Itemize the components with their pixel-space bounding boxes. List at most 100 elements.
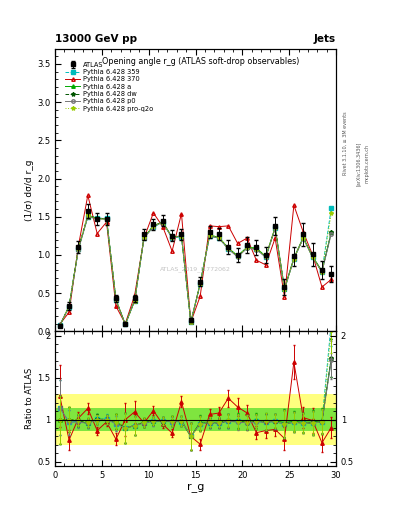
Pythia 6.428 p0: [95, 216, 99, 222]
Pythia 6.428 a: [329, 229, 334, 235]
Pythia 6.428 pro-q2o: [282, 286, 287, 292]
Pythia 6.428 370: [263, 262, 268, 268]
Pythia 6.428 dw: [207, 233, 212, 239]
Pythia 6.428 p0: [104, 216, 109, 222]
Pythia 6.428 a: [198, 280, 202, 286]
Pythia 6.428 a: [160, 219, 165, 225]
Pythia 6.428 a: [254, 245, 259, 251]
Pythia 6.428 pro-q2o: [254, 246, 259, 252]
Pythia 6.428 359: [95, 215, 99, 221]
Pythia 6.428 359: [57, 322, 62, 328]
Pythia 6.428 p0: [301, 235, 306, 241]
Pythia 6.428 pro-q2o: [189, 319, 193, 325]
Pythia 6.428 p0: [245, 245, 250, 251]
Pythia 6.428 pro-q2o: [320, 269, 324, 275]
Pythia 6.428 a: [273, 224, 277, 230]
Text: Opening angle r_g (ATLAS soft-drop observables): Opening angle r_g (ATLAS soft-drop obser…: [103, 57, 300, 66]
Pythia 6.428 359: [282, 286, 287, 292]
Y-axis label: Ratio to ATLAS: Ratio to ATLAS: [25, 368, 34, 429]
Pythia 6.428 a: [114, 296, 118, 302]
Pythia 6.428 pro-q2o: [170, 234, 174, 241]
Pythia 6.428 359: [310, 254, 315, 260]
Pythia 6.428 359: [263, 254, 268, 260]
Pythia 6.428 p0: [263, 254, 268, 260]
Pythia 6.428 359: [114, 297, 118, 303]
Legend: ATLAS, Pythia 6.428 359, Pythia 6.428 370, Pythia 6.428 a, Pythia 6.428 dw, Pyth: ATLAS, Pythia 6.428 359, Pythia 6.428 37…: [64, 60, 154, 113]
Pythia 6.428 359: [123, 322, 128, 328]
Pythia 6.428 370: [310, 252, 315, 258]
Pythia 6.428 dw: [170, 234, 174, 241]
Pythia 6.428 pro-q2o: [198, 281, 202, 287]
Pythia 6.428 a: [123, 322, 128, 328]
Pythia 6.428 370: [179, 210, 184, 217]
Pythia 6.428 pro-q2o: [151, 223, 156, 229]
Pythia 6.428 pro-q2o: [263, 253, 268, 260]
Pythia 6.428 pro-q2o: [123, 322, 128, 328]
Pythia 6.428 a: [95, 215, 99, 221]
Pythia 6.428 dw: [282, 286, 287, 292]
Pythia 6.428 a: [226, 245, 231, 251]
Pythia 6.428 370: [292, 202, 296, 208]
Pythia 6.428 370: [217, 224, 221, 230]
Pythia 6.428 370: [301, 229, 306, 235]
Pythia 6.428 p0: [189, 319, 193, 325]
Pythia 6.428 a: [151, 223, 156, 229]
Pythia 6.428 dw: [57, 323, 62, 329]
Pythia 6.428 p0: [226, 246, 231, 252]
Pythia 6.428 p0: [282, 286, 287, 292]
Pythia 6.428 359: [329, 204, 334, 210]
Pythia 6.428 pro-q2o: [141, 234, 146, 241]
Pythia 6.428 370: [85, 192, 90, 198]
Pythia 6.428 pro-q2o: [67, 303, 72, 309]
Pythia 6.428 370: [170, 248, 174, 254]
Pythia 6.428 p0: [141, 235, 146, 241]
Pythia 6.428 p0: [123, 322, 128, 328]
Pythia 6.428 p0: [114, 297, 118, 303]
Pythia 6.428 359: [85, 214, 90, 220]
Pythia 6.428 370: [151, 210, 156, 216]
Line: Pythia 6.428 359: Pythia 6.428 359: [58, 206, 333, 327]
Text: ATLAS_2019_I1772062: ATLAS_2019_I1772062: [160, 266, 231, 272]
Pythia 6.428 pro-q2o: [235, 253, 240, 260]
Pythia 6.428 a: [76, 246, 81, 252]
Text: 13000 GeV pp: 13000 GeV pp: [55, 33, 137, 44]
Pythia 6.428 pro-q2o: [76, 245, 81, 251]
Pythia 6.428 dw: [85, 212, 90, 218]
Pythia 6.428 p0: [57, 322, 62, 328]
Pythia 6.428 p0: [67, 304, 72, 310]
Pythia 6.428 359: [245, 244, 250, 250]
Line: Pythia 6.428 a: Pythia 6.428 a: [58, 215, 333, 328]
Pythia 6.428 370: [160, 224, 165, 230]
Pythia 6.428 pro-q2o: [301, 235, 306, 241]
Pythia 6.428 359: [160, 220, 165, 226]
Pythia 6.428 p0: [76, 246, 81, 252]
Pythia 6.428 p0: [320, 269, 324, 275]
Pythia 6.428 370: [95, 230, 99, 237]
Pythia 6.428 359: [292, 255, 296, 262]
Pythia 6.428 pro-q2o: [104, 216, 109, 222]
Pythia 6.428 a: [235, 252, 240, 259]
Pythia 6.428 dw: [189, 319, 193, 325]
Line: Pythia 6.428 370: Pythia 6.428 370: [58, 194, 333, 326]
Pythia 6.428 359: [170, 235, 174, 241]
Pythia 6.428 359: [76, 246, 81, 252]
Pythia 6.428 359: [235, 253, 240, 260]
Pythia 6.428 370: [282, 294, 287, 300]
Pythia 6.428 dw: [320, 269, 324, 275]
Pythia 6.428 359: [67, 304, 72, 310]
Pythia 6.428 370: [132, 292, 137, 298]
Pythia 6.428 p0: [160, 219, 165, 225]
Pythia 6.428 pro-q2o: [292, 255, 296, 262]
Pythia 6.428 a: [85, 214, 90, 220]
Pythia 6.428 dw: [151, 223, 156, 229]
Pythia 6.428 370: [245, 235, 250, 241]
Pythia 6.428 dw: [329, 229, 334, 235]
Pythia 6.428 a: [207, 232, 212, 238]
Pythia 6.428 a: [170, 234, 174, 241]
Pythia 6.428 p0: [198, 281, 202, 287]
Pythia 6.428 dw: [76, 245, 81, 251]
Pythia 6.428 359: [254, 246, 259, 252]
Pythia 6.428 pro-q2o: [207, 232, 212, 238]
Pythia 6.428 pro-q2o: [226, 245, 231, 251]
Pythia 6.428 370: [104, 219, 109, 225]
